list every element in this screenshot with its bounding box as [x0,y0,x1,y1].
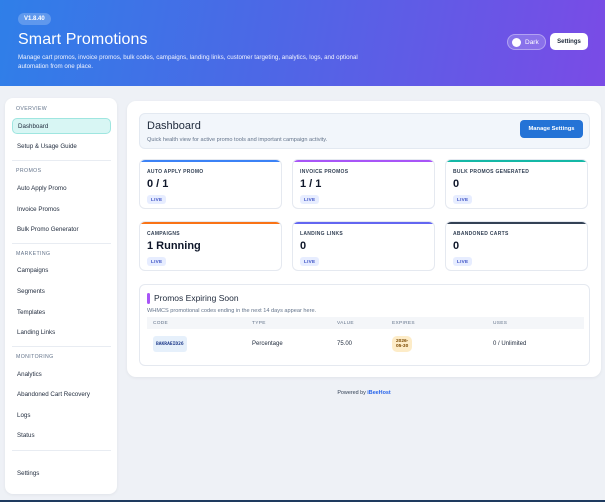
footer-brand-link[interactable]: iBeeHost [367,390,391,396]
sidebar-section-monitoring: MONITORING [16,354,54,360]
sidebar-section-overview: OVERVIEW [16,106,48,112]
sidebar-item-logs[interactable]: Logs [17,411,31,419]
stat-card-invoice-promos: INVOICE PROMOS 1 / 1 LIVE [292,159,435,209]
header-settings-button[interactable]: Settings [550,33,588,50]
promo-code: BAKRAEID26 [153,336,187,352]
card-value: 0 [453,240,460,252]
card-accent-bar [446,160,587,162]
sidebar-item-landing-links[interactable]: Landing Links [17,328,56,336]
card-value: 0 / 1 [147,178,169,190]
card-label: AUTO APPLY PROMO [147,169,204,175]
main-panel: Dashboard Quick health view for active p… [127,101,601,377]
app-header: V1.8.40 Smart Promotions Manage cart pro… [0,0,605,86]
card-label: CAMPAIGNS [147,231,180,237]
card-accent-bar [293,222,434,224]
live-badge: LIVE [147,195,167,204]
promo-type: Percentage [252,341,283,347]
app-description: Manage cart promos, invoice promos, bulk… [18,54,358,70]
card-label: LANDING LINKS [300,231,344,237]
live-badge: LIVE [453,257,473,266]
bottom-border [0,500,605,502]
sidebar-divider [12,160,111,161]
sidebar-item-templates[interactable]: Templates [17,308,46,316]
sidebar-item-segments[interactable]: Segments [17,287,45,295]
stat-card-abandoned-carts: ABANDONED CARTS 0 LIVE [445,221,588,271]
section-accent-bar [147,293,150,304]
section-subtitle: WHMCS promotional codes ending in the ne… [147,308,317,314]
live-badge: LIVE [147,257,167,266]
column-header-type: TYPE [252,320,266,326]
sidebar-item-dashboard[interactable]: Dashboard [12,118,111,134]
column-header-code: CODE [153,320,169,326]
sidebar-divider [12,346,111,347]
table-header: CODE TYPE VALUE EXPIRES USES [147,317,584,329]
column-header-uses: USES [493,320,508,326]
sidebar-nav: OVERVIEW Dashboard Setup & Usage Guide P… [5,98,117,494]
toggle-knob-icon [512,37,521,47]
manage-settings-button[interactable]: Manage Settings [520,120,583,138]
page-subtitle: Quick health view for active promo tools… [147,137,328,143]
card-accent-bar [140,160,281,162]
card-label: INVOICE PROMOS [300,169,349,175]
stat-card-campaigns: CAMPAIGNS 1 Running LIVE [139,221,282,271]
footer-prefix: Powered by [337,390,366,396]
card-value: 0 [300,240,307,252]
sidebar-item-invoice-promos[interactable]: Invoice Promos [17,205,60,213]
card-accent-bar [140,222,281,224]
card-value: 1 / 1 [300,178,322,190]
dark-mode-toggle[interactable]: Dark [507,34,546,50]
sidebar-item-setup-guide[interactable]: Setup & Usage Guide [17,142,77,150]
version-badge: V1.8.40 [18,13,51,25]
app-title: Smart Promotions [18,31,148,48]
sidebar-section-marketing: MARKETING [16,251,51,257]
sidebar-item-bulk-promo-generator[interactable]: Bulk Promo Generator [17,225,79,233]
sidebar-item-settings[interactable]: Settings [17,469,40,477]
table-row: BAKRAEID26 Percentage 75.00 2026-05-30 0… [147,336,584,352]
column-header-value: VALUE [337,320,354,326]
sidebar-section-promos: PROMOS [16,168,42,174]
card-value: 1 Running [147,240,201,252]
card-accent-bar [293,160,434,162]
stat-card-auto-apply-promo: AUTO APPLY PROMO 0 / 1 LIVE [139,159,282,209]
live-badge: LIVE [453,195,473,204]
sidebar-item-campaigns[interactable]: Campaigns [17,266,49,274]
sidebar-divider [12,243,111,244]
live-badge: LIVE [300,257,320,266]
card-label: ABANDONED CARTS [453,231,509,237]
dashboard-header: Dashboard Quick health view for active p… [139,113,590,149]
card-value: 0 [453,178,460,190]
column-header-expires: EXPIRES [392,320,415,326]
promos-expiring-panel: Promos Expiring Soon WHMCS promotional c… [139,284,590,366]
sidebar-item-auto-apply-promo[interactable]: Auto Apply Promo [17,184,67,192]
card-accent-bar [446,222,587,224]
sidebar-item-analytics[interactable]: Analytics [17,370,42,378]
page-title: Dashboard [147,120,201,132]
card-label: BULK PROMOS GENERATED [453,169,530,175]
stat-card-bulk-promos-generated: BULK PROMOS GENERATED 0 LIVE [445,159,588,209]
stat-card-landing-links: LANDING LINKS 0 LIVE [292,221,435,271]
sidebar-item-status[interactable]: Status [17,431,35,439]
expires-date: 2026-05-30 [392,336,413,352]
promo-uses: 0 / Unlimited [493,341,527,347]
footer: Powered by iBeeHost [127,390,601,396]
promo-value: 75.00 [337,341,353,347]
sidebar-item-abandoned-cart-recovery[interactable]: Abandoned Cart Recovery [17,390,90,398]
section-title: Promos Expiring Soon [154,293,239,303]
dark-toggle-label: Dark [525,38,539,46]
live-badge: LIVE [300,195,320,204]
sidebar-divider [12,450,111,451]
